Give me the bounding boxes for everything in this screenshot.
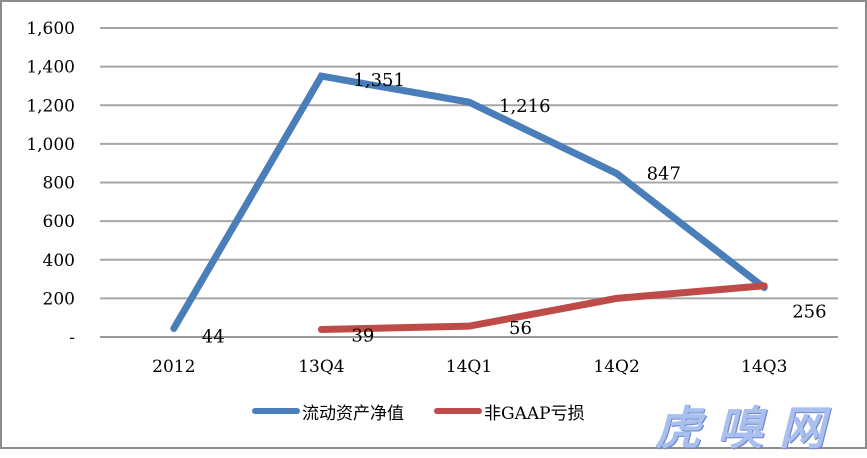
data-label: 44 — [202, 327, 225, 348]
data-label: 56 — [509, 318, 532, 339]
data-labels: 44 1,351 1,216 847 256 39 56 — [202, 70, 827, 347]
y-tick-label: 1,400 — [26, 58, 75, 78]
y-tick-label: - — [69, 328, 75, 348]
x-tick-label: 14Q3 — [741, 357, 787, 377]
data-label: 847 — [647, 163, 681, 184]
x-tick-label: 13Q4 — [298, 357, 344, 377]
data-label: 39 — [351, 325, 374, 346]
series-lines — [170, 72, 768, 333]
series-line — [317, 282, 768, 333]
data-label: 256 — [792, 302, 826, 323]
x-tick-label: 14Q2 — [593, 357, 639, 377]
y-tick-label: 400 — [43, 251, 75, 271]
y-tick-label: 1,000 — [26, 135, 75, 155]
x-tick-label: 2012 — [152, 357, 195, 377]
data-label: 1,351 — [353, 70, 405, 91]
legend-label: 流动资产净值 — [302, 403, 404, 424]
y-tick-label: 1,600 — [26, 19, 75, 39]
x-tick-label: 14Q1 — [446, 357, 492, 377]
series-line — [170, 72, 768, 333]
x-axis: 2012 13Q4 14Q1 14Q2 14Q3 — [152, 357, 787, 377]
legend-swatch-blue — [252, 408, 300, 414]
data-label: 1,216 — [499, 96, 551, 117]
legend-item-non-gaap-loss: 非GAAP亏损 — [434, 399, 585, 424]
legend-swatch-red — [434, 408, 482, 414]
legend-item-net-current-assets: 流动资产净值 — [252, 399, 404, 424]
y-tick-label: 800 — [43, 174, 75, 194]
legend-label: 非GAAP亏损 — [484, 403, 585, 424]
y-axis: - 200 400 600 800 1,000 1,200 1,400 1,600 — [26, 19, 75, 348]
watermark-logo: 虎嗅网 — [655, 401, 841, 455]
gridlines — [100, 27, 838, 338]
y-tick-label: 200 — [43, 289, 75, 309]
y-tick-label: 600 — [43, 212, 75, 232]
legend: 流动资产净值 非GAAP亏损 — [252, 398, 615, 424]
y-tick-label: 1,200 — [26, 96, 75, 116]
